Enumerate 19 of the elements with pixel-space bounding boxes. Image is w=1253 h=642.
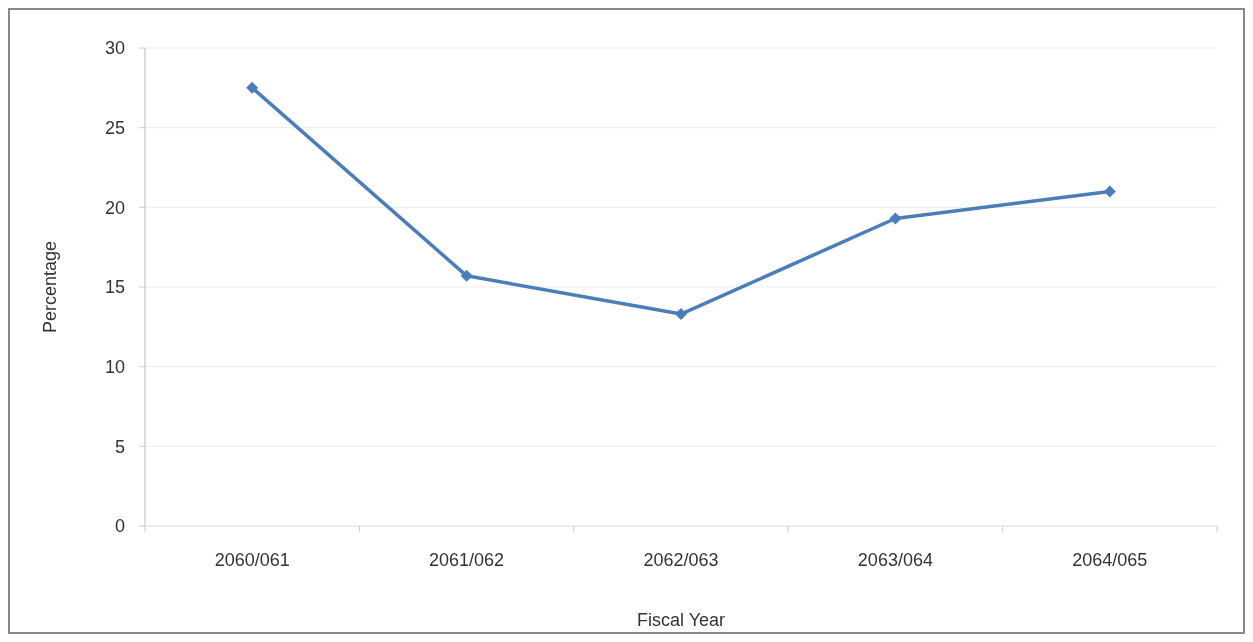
point xyxy=(675,308,687,321)
y-tick-label: 0 xyxy=(114,516,125,537)
y-tick-label: 15 xyxy=(104,277,125,298)
x-tick-label: 2061/062 xyxy=(429,550,505,570)
point xyxy=(889,212,902,225)
x-tick-label: 2062/063 xyxy=(643,550,719,570)
point xyxy=(1103,185,1116,198)
x-tick-label: 2063/064 xyxy=(857,550,933,570)
x-axis-title: Fiscal Year xyxy=(636,610,726,630)
y-tick-label: 25 xyxy=(104,117,125,138)
y-tick-label: 5 xyxy=(114,436,125,457)
x-tick-label: 2064/065 xyxy=(1072,550,1148,570)
point xyxy=(460,269,473,282)
y-tick-label: 30 xyxy=(104,38,125,59)
y-tick-label: 10 xyxy=(104,356,125,377)
x-tick-label: 2060/061 xyxy=(214,550,290,570)
y-tick-label: 20 xyxy=(104,197,125,218)
y-axis-title: Percentage xyxy=(40,240,60,334)
point xyxy=(246,81,259,94)
